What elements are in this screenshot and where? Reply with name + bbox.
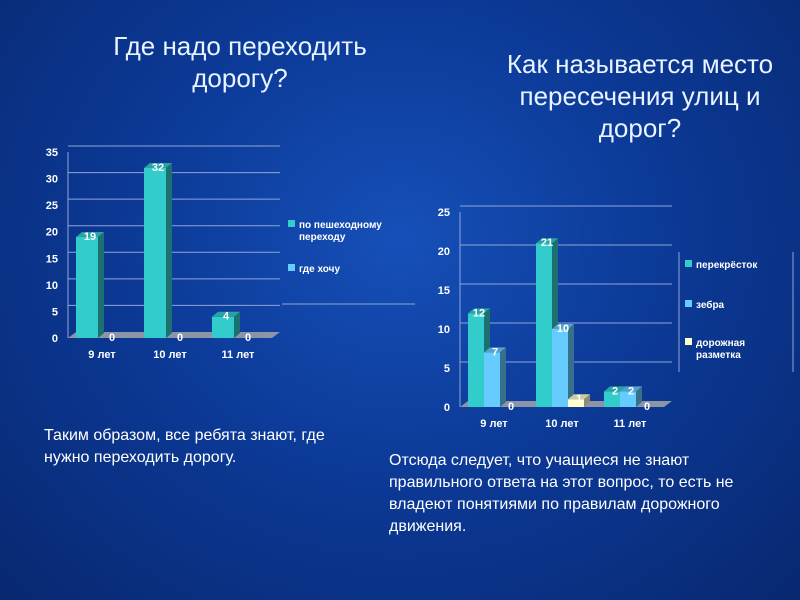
data-label: 19 <box>84 231 96 243</box>
bar-top <box>468 308 490 314</box>
x-tick-label: 10 лет <box>545 418 579 430</box>
title-left: Где надо переходить дорогу? <box>113 31 367 93</box>
data-label: 7 <box>492 346 498 358</box>
data-label: 10 <box>557 323 569 335</box>
title-right: Как называется место пересечения улиц и … <box>506 49 774 143</box>
legend-swatch <box>288 220 295 227</box>
bar <box>212 316 234 338</box>
bar <box>604 391 620 407</box>
bar-top <box>76 232 104 238</box>
y-tick-label: 15 <box>438 285 450 297</box>
bar-side <box>166 162 172 338</box>
bar <box>536 243 552 407</box>
data-label: 0 <box>245 332 251 344</box>
legend-label: разметка <box>696 350 741 361</box>
bar-top <box>144 162 172 168</box>
y-tick-label: 10 <box>438 324 450 336</box>
bar-top <box>604 386 626 392</box>
legend-swatch <box>288 264 295 271</box>
data-label: 2 <box>628 385 634 397</box>
note-right: Отсюда следует, что учащиеся не знают пр… <box>389 452 734 535</box>
data-label: 0 <box>508 401 514 413</box>
x-tick-label: 10 лет <box>153 349 187 361</box>
bar-side <box>636 386 642 407</box>
bar <box>144 167 166 338</box>
y-tick-label: 0 <box>444 402 450 414</box>
bar <box>552 329 568 407</box>
legend-swatch <box>685 300 692 307</box>
bar-top <box>552 324 574 329</box>
data-label: 32 <box>152 162 164 174</box>
data-label: 0 <box>644 401 650 413</box>
x-tick-label: 11 лет <box>614 418 648 430</box>
bar-side <box>584 394 590 407</box>
data-label: 0 <box>109 332 115 344</box>
y-tick-label: 25 <box>438 207 450 219</box>
data-label: 2 <box>612 385 618 397</box>
legend-label: где хочу <box>299 264 340 275</box>
y-tick-label: 5 <box>444 363 450 375</box>
y-tick-label: 30 <box>46 174 58 186</box>
bar-top <box>620 386 642 392</box>
y-tick-label: 25 <box>46 200 58 212</box>
legend-label: перекрёсток <box>696 260 758 271</box>
data-label: 0 <box>177 332 183 344</box>
note-left: Таким образом, все ребята знают, где нуж… <box>44 427 325 466</box>
y-tick-label: 10 <box>46 280 58 292</box>
data-label: 12 <box>473 307 485 319</box>
bar <box>568 399 584 407</box>
bar-top <box>568 394 590 400</box>
y-tick-label: 0 <box>52 333 58 345</box>
y-tick-label: 15 <box>46 253 58 265</box>
bar <box>484 352 500 407</box>
legend-label: зебра <box>696 299 725 311</box>
x-tick-label: 9 лет <box>480 418 508 430</box>
bar-side <box>234 311 240 338</box>
legend-label: дорожная <box>696 338 745 349</box>
legend-label: по пешеходному <box>299 220 382 231</box>
y-tick-label: 5 <box>52 306 58 318</box>
bar-side <box>500 347 506 407</box>
x-tick-label: 9 лет <box>88 349 116 361</box>
bar <box>620 391 636 407</box>
bar-side <box>98 232 104 338</box>
legend-swatch <box>685 260 692 267</box>
data-label: 21 <box>541 237 553 249</box>
bar-side <box>568 324 574 407</box>
data-label: 4 <box>223 311 230 323</box>
y-tick-label: 20 <box>46 227 58 239</box>
bar-top <box>484 347 506 353</box>
y-tick-label: 35 <box>46 147 58 159</box>
legend-swatch <box>685 338 692 345</box>
bar-top <box>536 238 558 244</box>
y-tick-label: 20 <box>438 246 450 258</box>
data-label: 1 <box>576 393 582 405</box>
bar <box>76 237 98 338</box>
bar <box>468 313 484 407</box>
bar-top <box>212 311 240 317</box>
x-tick-label: 11 лет <box>222 349 256 361</box>
legend-label: переходу <box>299 232 346 243</box>
